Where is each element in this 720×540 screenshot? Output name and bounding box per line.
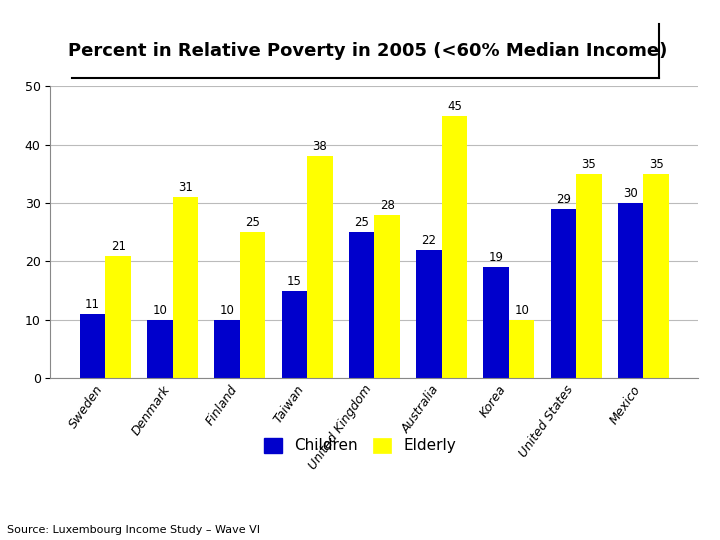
Bar [105,255,131,378]
Text: 25: 25 [354,217,369,230]
Bar [483,267,509,378]
Bar [215,320,240,378]
Text: 21: 21 [111,240,126,253]
Bar [282,291,307,378]
Text: 22: 22 [421,234,436,247]
Legend: Children, Elderly: Children, Elderly [258,431,462,460]
Bar [509,320,534,378]
Bar [240,232,266,378]
Bar [307,157,333,378]
Text: 10: 10 [514,304,529,317]
Text: 11: 11 [85,298,100,311]
Bar [441,116,467,378]
Text: 25: 25 [246,217,260,230]
Bar [173,197,198,378]
Bar [576,174,602,378]
Text: 31: 31 [178,181,193,194]
Text: 19: 19 [489,251,503,264]
Text: 35: 35 [582,158,596,171]
Bar [551,209,576,378]
Text: 10: 10 [153,304,167,317]
Bar [416,249,441,378]
Text: 30: 30 [624,187,638,200]
Bar [618,203,644,378]
Text: 35: 35 [649,158,664,171]
Bar [80,314,105,378]
Text: 28: 28 [379,199,395,212]
Bar [644,174,669,378]
Bar [147,320,173,378]
Bar [374,215,400,378]
Text: 10: 10 [220,304,235,317]
Text: 38: 38 [312,140,328,153]
Text: 45: 45 [447,100,462,113]
Text: Percent in Relative Poverty in 2005 (<60% Median Income): Percent in Relative Poverty in 2005 (<60… [68,42,667,60]
Bar [349,232,374,378]
Text: 29: 29 [556,193,571,206]
Text: 15: 15 [287,275,302,288]
Text: Source: Luxembourg Income Study – Wave VI: Source: Luxembourg Income Study – Wave V… [7,524,260,535]
